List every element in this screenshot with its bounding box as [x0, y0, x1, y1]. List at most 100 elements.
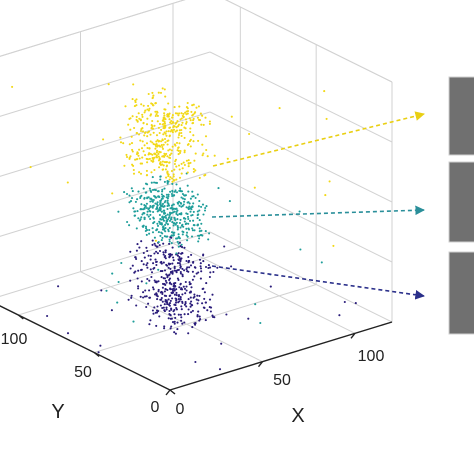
data-point [163, 152, 166, 155]
data-point [168, 238, 171, 241]
data-point [172, 179, 175, 182]
data-point [148, 228, 151, 232]
data-point [170, 231, 174, 234]
data-point [151, 125, 154, 128]
data-point [154, 196, 157, 199]
data-point [154, 114, 157, 118]
data-point [169, 287, 172, 290]
data-point [142, 251, 145, 255]
data-point [177, 298, 180, 301]
data-point [143, 218, 146, 221]
data-point [125, 153, 128, 156]
data-point [198, 199, 201, 203]
data-point [161, 190, 164, 193]
data-point [195, 298, 198, 301]
data-point [149, 205, 152, 208]
data-point [176, 262, 180, 265]
data-point [166, 170, 169, 173]
data-point [191, 104, 194, 107]
data-point [146, 210, 149, 213]
data-point [128, 224, 131, 227]
data-point [129, 155, 132, 158]
data-point [141, 115, 144, 118]
data-point [161, 188, 164, 191]
data-point [164, 254, 167, 258]
data-point [183, 313, 186, 316]
data-point [151, 227, 154, 230]
data-point [177, 164, 181, 167]
data-point [173, 322, 176, 325]
data-point [159, 202, 162, 205]
data-point [208, 122, 211, 125]
data-point [147, 215, 150, 218]
data-point [184, 280, 187, 284]
data-point [129, 267, 132, 270]
data-point-outlier [99, 344, 102, 347]
data-point [140, 260, 143, 263]
data-point [185, 289, 188, 292]
data-point [191, 195, 194, 198]
data-point [168, 240, 171, 243]
data-point [189, 161, 192, 164]
data-point [157, 91, 160, 94]
data-point [165, 196, 168, 199]
data-point [154, 110, 157, 113]
data-point [157, 310, 160, 313]
data-point [173, 106, 176, 109]
data-point [155, 206, 159, 209]
data-point [197, 240, 200, 243]
data-point [198, 209, 201, 212]
data-point [192, 121, 195, 125]
data-point [154, 147, 157, 150]
data-point [204, 230, 207, 233]
data-point [205, 282, 208, 285]
data-point [167, 175, 170, 178]
data-point [179, 149, 182, 153]
data-point [166, 288, 169, 292]
data-point [169, 294, 172, 297]
data-point-outlier [150, 190, 153, 193]
data-point [131, 264, 134, 267]
data-point [199, 112, 202, 115]
data-point [188, 291, 191, 294]
data-point [168, 302, 172, 305]
data-point [138, 171, 141, 174]
data-point [178, 212, 181, 215]
data-point-outlier [145, 282, 148, 285]
data-point [160, 296, 163, 300]
data-point [183, 126, 186, 129]
data-point [191, 205, 194, 208]
data-point [131, 150, 134, 153]
data-point [192, 140, 195, 143]
data-point [175, 126, 178, 129]
data-point [153, 252, 156, 255]
data-point [153, 181, 156, 184]
data-point [173, 231, 176, 234]
data-point [163, 108, 166, 111]
data-point [164, 132, 167, 135]
data-point [156, 139, 159, 142]
data-point [188, 283, 191, 286]
grid-line [209, 171, 393, 263]
data-point-outlier [29, 166, 32, 169]
data-point [180, 308, 183, 311]
data-point [173, 162, 176, 166]
data-point [200, 205, 203, 208]
data-point [155, 245, 158, 248]
data-point [155, 293, 158, 296]
data-point [158, 213, 161, 217]
data-point [147, 92, 150, 96]
data-point [190, 253, 193, 256]
data-point [145, 169, 148, 172]
data-point [156, 298, 159, 301]
data-point [135, 98, 138, 101]
data-point [146, 196, 149, 199]
data-point [205, 205, 208, 208]
data-point [173, 288, 176, 292]
data-point [178, 142, 181, 145]
data-point [166, 143, 169, 146]
data-point [166, 139, 169, 143]
data-point [143, 295, 147, 298]
data-point [186, 143, 189, 146]
data-point [172, 175, 175, 178]
